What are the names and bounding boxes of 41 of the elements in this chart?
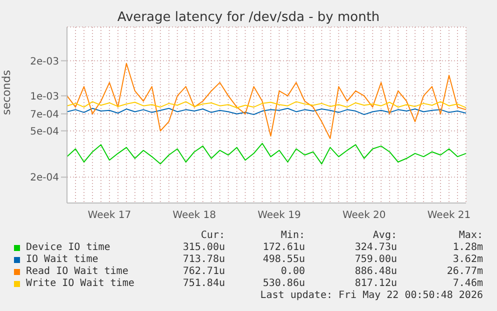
x-tick-label: Week 21: [427, 210, 471, 222]
line-series: [66, 108, 466, 116]
y-tick-label: 7e-04: [30, 109, 59, 120]
line-series: [66, 62, 466, 139]
y-tick-label: 2e-03: [30, 56, 59, 68]
text: 762.71u: [182, 266, 225, 277]
y-axis-title: seconds: [0, 70, 13, 115]
text: 530.86u: [262, 278, 305, 289]
text: Last update: Fri May 22 00:50:48 2026: [260, 290, 483, 301]
text: 172.61u: [262, 242, 305, 253]
text: 1.28m: [452, 242, 483, 253]
legend-label: Device IO time: [26, 242, 110, 253]
text: Max:: [458, 230, 483, 241]
text: 886.48u: [354, 266, 397, 277]
text: Cur:: [200, 230, 225, 241]
x-tick-label: Week 18: [172, 210, 216, 222]
y-tick-label: 2e-04: [30, 172, 59, 184]
text: 3.62m: [452, 254, 483, 265]
text: 817.12u: [354, 278, 397, 289]
legend-label: IO Wait time: [26, 254, 98, 265]
text: 26.77m: [446, 266, 483, 277]
text: 759.00u: [354, 254, 397, 265]
text: 751.84u: [182, 278, 225, 289]
x-tick-label: Week 20: [342, 210, 386, 222]
text: 315.00u: [182, 242, 225, 253]
line-series: [66, 142, 466, 164]
y-tick-label: 5e-04: [30, 126, 59, 138]
text: 324.73u: [354, 242, 397, 253]
text: 0.00: [280, 266, 305, 277]
legend-label: Write IO Wait time: [26, 278, 134, 289]
x-tick-label: Week 17: [88, 210, 132, 222]
text: Avg:: [372, 230, 397, 241]
text: Min:: [280, 230, 305, 241]
line-series: [66, 101, 466, 108]
legend-label: Read IO Wait time: [26, 266, 128, 277]
text: 7.46m: [452, 278, 483, 289]
chart-title: Average latency for /dev/sda - by month: [116, 10, 381, 25]
text: 498.55u: [262, 254, 305, 265]
x-tick-label: Week 19: [258, 210, 301, 222]
text: 713.78u: [182, 254, 225, 265]
y-tick-label: 1e-03: [30, 91, 59, 102]
